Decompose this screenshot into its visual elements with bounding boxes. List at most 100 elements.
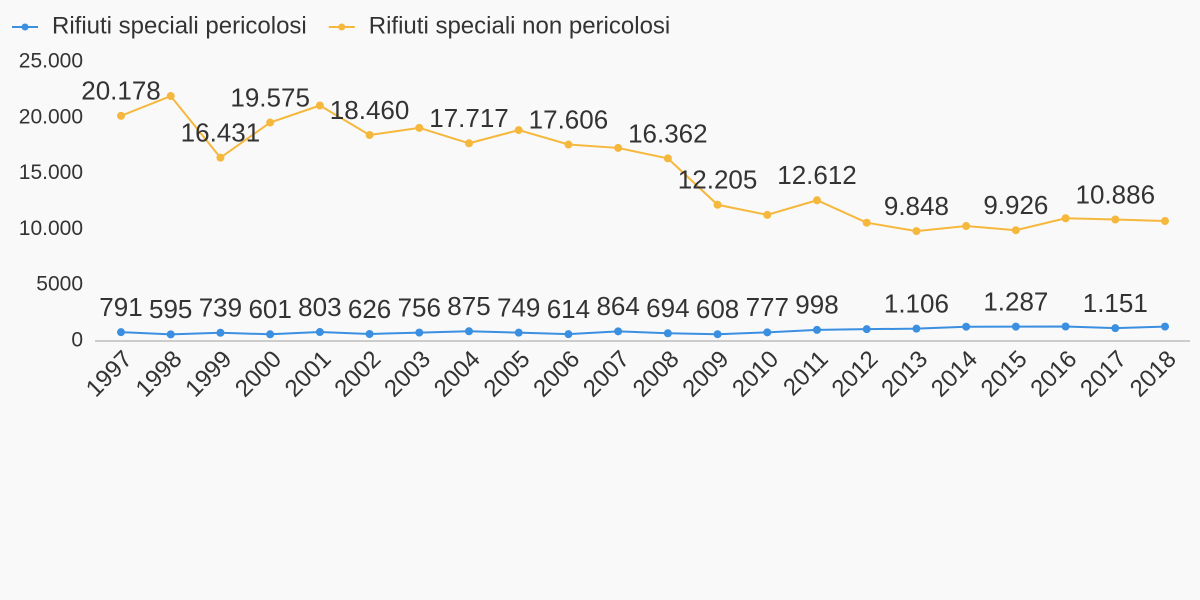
series-line (120, 94, 1166, 233)
data-point (564, 140, 573, 149)
data-point (1011, 322, 1020, 331)
x-tick-label: 1997 (81, 346, 138, 403)
data-point (415, 123, 424, 132)
data-label: 20.178 (81, 76, 161, 106)
x-tick-label: 2002 (329, 346, 386, 403)
data-label: 791 (99, 292, 142, 322)
data-label: 12.205 (678, 165, 758, 195)
data-label: 626 (348, 294, 391, 324)
data-point (912, 324, 921, 333)
data-point (1061, 322, 1070, 331)
data-label: 17.717 (429, 103, 509, 133)
data-label: 608 (696, 294, 739, 324)
data-point (713, 200, 722, 209)
x-tick-label: 2010 (727, 346, 784, 403)
data-point (912, 227, 921, 236)
data-label: 17.606 (529, 104, 609, 134)
x-tick-label: 2011 (778, 346, 834, 402)
data-label: 694 (646, 293, 689, 323)
x-tick-label: 2008 (628, 346, 685, 403)
data-point (962, 322, 971, 331)
data-point (614, 143, 623, 152)
legend-label: Rifiuti speciali pericolosi (52, 12, 307, 39)
data-point (365, 130, 374, 139)
data-label: 10.886 (1076, 179, 1156, 209)
y-tick-label: 25.000 (19, 50, 83, 73)
legend-dot (21, 23, 29, 31)
y-tick-label: 20.000 (19, 105, 83, 128)
x-tick-label: 2006 (528, 346, 585, 403)
data-point (365, 330, 374, 339)
data-point (1161, 217, 1169, 226)
data-point (117, 111, 125, 120)
data-point (465, 327, 473, 336)
data-label: 16.431 (181, 118, 261, 148)
x-tick-label: 2003 (379, 346, 436, 403)
x-tick-label: 2013 (876, 346, 933, 403)
data-point (266, 330, 275, 339)
data-point (117, 328, 125, 337)
data-point (763, 328, 772, 337)
data-label: 9.848 (884, 191, 949, 221)
data-label: 1.151 (1083, 288, 1148, 318)
data-label: 777 (746, 292, 789, 322)
data-label: 803 (298, 292, 341, 322)
data-point (962, 222, 971, 231)
data-label: 875 (447, 291, 490, 321)
x-tick-label: 2001 (280, 346, 337, 403)
data-label: 1.106 (884, 289, 949, 319)
legend-dot (338, 23, 346, 31)
data-point (514, 126, 523, 135)
data-point (514, 328, 523, 337)
data-label: 1.287 (983, 287, 1048, 317)
data-point (862, 325, 871, 334)
data-point (1061, 214, 1070, 223)
data-point (813, 325, 821, 334)
data-label: 16.362 (628, 118, 708, 148)
data-point (166, 92, 175, 101)
data-point (663, 329, 672, 338)
data-point (216, 328, 225, 337)
data-label: 18.460 (330, 95, 410, 125)
y-tick-label: 10.000 (19, 217, 83, 240)
data-point (763, 210, 772, 219)
data-point (315, 101, 324, 110)
data-point (266, 118, 275, 127)
data-label: 12.612 (777, 160, 857, 190)
x-tick-label: 2018 (1125, 346, 1182, 403)
data-label: 739 (199, 293, 242, 323)
data-label: 998 (795, 290, 838, 320)
x-tick-label: 2014 (926, 346, 983, 403)
x-tick-label: 2005 (479, 346, 536, 403)
data-point (614, 327, 623, 336)
x-tick-label: 2016 (1025, 346, 1082, 403)
data-point (713, 330, 722, 339)
y-tick-label: 5000 (36, 273, 83, 296)
data-label: 749 (497, 293, 540, 323)
data-label: 19.575 (230, 82, 310, 112)
x-tick-label: 2015 (976, 346, 1033, 403)
x-tick-label: 1999 (180, 346, 237, 403)
x-tick-label: 1998 (131, 346, 188, 403)
data-point (1161, 322, 1169, 331)
data-point (663, 154, 672, 163)
data-point (166, 330, 175, 339)
x-tick-label: 2004 (429, 346, 486, 403)
x-tick-label: 2009 (677, 346, 734, 403)
y-tick-label: 15.000 (19, 161, 83, 184)
data-label: 595 (149, 294, 192, 324)
data-point (216, 153, 225, 162)
data-point (1011, 226, 1020, 235)
series-line (120, 325, 1166, 336)
data-point (315, 328, 324, 337)
data-label: 756 (398, 292, 441, 322)
x-tick-label: 2000 (230, 346, 287, 403)
x-tick-label: 2007 (578, 346, 635, 403)
data-point (415, 328, 424, 337)
y-tick-label: 0 (71, 329, 83, 352)
data-point (1111, 215, 1120, 224)
data-point (862, 218, 871, 227)
data-label: 601 (248, 294, 291, 324)
data-point (564, 330, 573, 339)
